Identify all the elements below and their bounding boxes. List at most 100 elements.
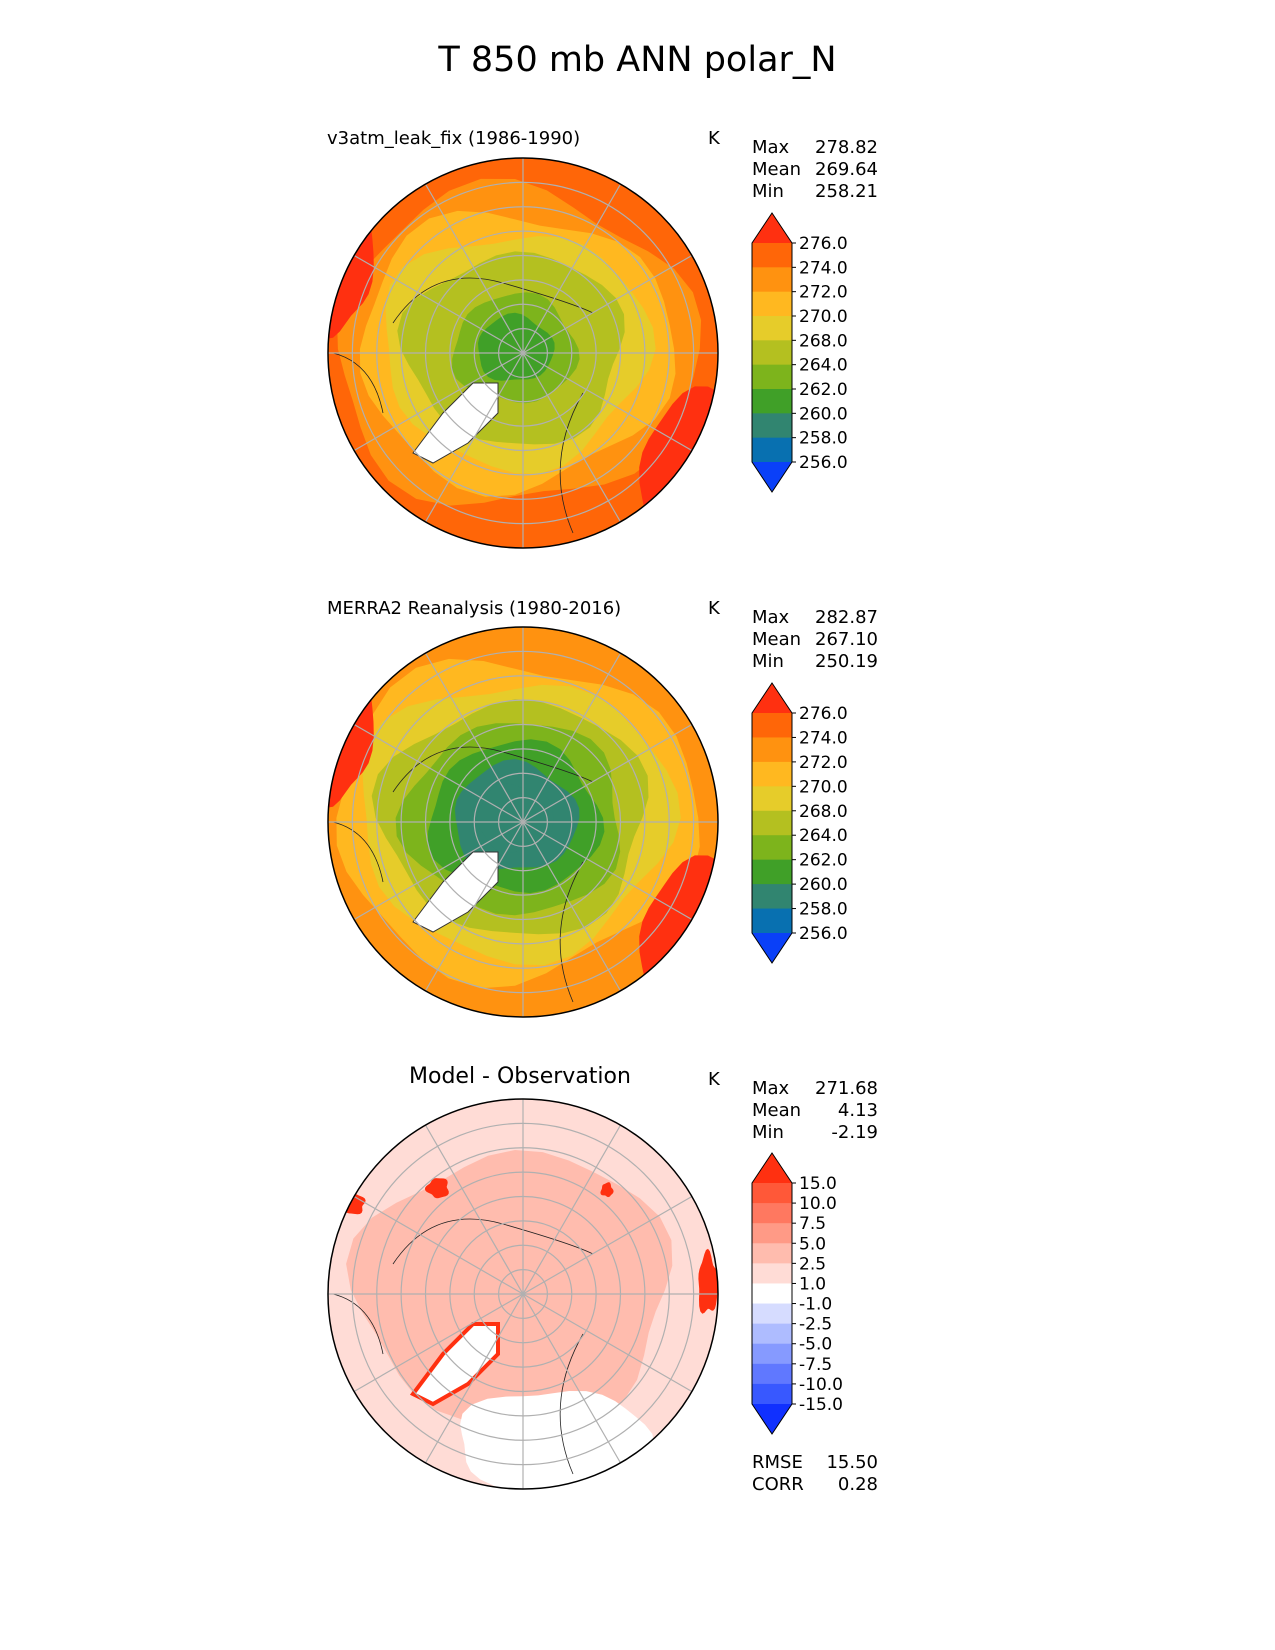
- colorbar-segment: [752, 1363, 792, 1385]
- colorbar-tick-label: 274.0: [799, 728, 848, 748]
- colorbar-tick-label: 2.5: [799, 1254, 826, 1274]
- colorbar-segment: [752, 835, 792, 861]
- metric-label: CORR: [752, 1474, 804, 1495]
- stat-value: 269.64: [815, 159, 878, 180]
- colorbar-tick-label: 262.0: [799, 380, 848, 400]
- colorbar-tick-label: 264.0: [799, 356, 848, 376]
- map-boundary: [327, 1098, 719, 1490]
- meridian-line: [424, 1124, 622, 1464]
- colorbar-2: 276.0 274.0 272.0 270.0 268.0 264.0 262.0 260.0…: [751, 682, 848, 964]
- colorbar-segment: [752, 1223, 792, 1244]
- colorbar-tick-label: -5.0: [799, 1335, 832, 1355]
- colorbar-tick-label: 276.0: [799, 234, 848, 254]
- map-panel-3: 15.010.07.55.02.51.0-1.0-2.5-5.0-7.5-10.…: [327, 1098, 843, 1490]
- coastline: [559, 1333, 584, 1475]
- stat-label: Mean: [752, 159, 802, 180]
- map-panel-2: 276.0 274.0 272.0 270.0 268.0 264.0 262.0 260.0…: [327, 626, 848, 1018]
- colorbar-tick-label: 1.0: [799, 1274, 826, 1294]
- colorbar-segment: [752, 316, 792, 341]
- stat-label: Min: [752, 651, 784, 672]
- stat-value: 278.82: [815, 137, 878, 158]
- coastline: [332, 821, 384, 883]
- colorbar-min-extend: [752, 1404, 792, 1434]
- colorbar-3: 15.010.07.55.02.51.0-1.0-2.5-5.0-7.5-10.…: [751, 1152, 843, 1435]
- colorbar-tick-label: 274.0: [799, 258, 848, 278]
- colorbar-tick-label: -15.0: [799, 1395, 843, 1415]
- stat-label: Max: [752, 607, 790, 628]
- field-band: [339, 1193, 366, 1215]
- colorbar-tick-label: 270.0: [799, 777, 848, 797]
- metric-label: RMSE: [752, 1452, 803, 1473]
- colorbar-segment: [752, 810, 792, 836]
- map-boundary: [327, 157, 719, 549]
- metric-value: 0.28: [837, 1474, 878, 1495]
- field-band: [477, 783, 554, 854]
- colorbar-tick-label: 270.0: [799, 307, 848, 327]
- colorbar-segment: [752, 1383, 792, 1405]
- colorbar-segment: [752, 786, 792, 812]
- colorbar-max-extend: [752, 213, 792, 243]
- panel-3-metrics: RMSE 15.50 CORR 0.28: [752, 1452, 878, 1496]
- coastline: [559, 861, 584, 1003]
- colorbar-segment: [752, 908, 792, 934]
- metric-value: 15.50: [826, 1452, 878, 1473]
- stat-value: 250.19: [815, 651, 878, 672]
- stat-value: 282.87: [815, 607, 878, 628]
- colorbar-segment: [752, 1343, 792, 1365]
- colorbar-tick-label: 258.0: [799, 900, 848, 920]
- figure-title: T 850 mb ANN polar_N: [438, 40, 837, 80]
- panel-2-title: MERRA2 Reanalysis (1980-2016): [327, 598, 622, 619]
- field-band: [425, 1178, 449, 1199]
- colorbar-segment: [752, 884, 792, 910]
- colorbar-max-extend: [752, 1153, 792, 1183]
- colorbar-tick-label: 256.0: [799, 453, 848, 473]
- colorbar-1: 276.0 274.0 272.0 270.0 268.0 264.0 262.0 260.0…: [751, 212, 848, 493]
- coastline: [332, 1293, 384, 1355]
- stat-value: 258.21: [815, 181, 878, 202]
- coastline: [332, 352, 384, 414]
- panel-3-units: K: [708, 1069, 720, 1090]
- panel-1-stats: Max 278.82 Mean 269.64 Min 258.21: [752, 137, 878, 203]
- colorbar-segment: [752, 364, 792, 390]
- stat-value: 271.68: [815, 1078, 878, 1099]
- colorbar-tick-label: 260.0: [799, 875, 848, 895]
- colorbar-segment: [752, 1243, 792, 1264]
- colorbar-tick-label: 5.0: [799, 1234, 826, 1254]
- map-panel-1: 276.0 274.0 272.0 270.0 268.0 264.0 262.0 260.0…: [327, 157, 848, 549]
- meridian-line: [424, 652, 622, 992]
- colorbar-segment: [752, 437, 792, 463]
- colorbar-segment: [752, 761, 792, 787]
- panel-2-units: K: [708, 598, 720, 619]
- colorbar-tick-label: 272.0: [799, 283, 848, 303]
- stat-value: -2.19: [831, 1122, 878, 1143]
- colorbar-segment: [752, 413, 792, 439]
- stat-value: 4.13: [837, 1100, 878, 1121]
- colorbar-tick-label: 7.5: [799, 1214, 826, 1234]
- colorbar-segment: [752, 1183, 792, 1204]
- colorbar-tick-label: -2.5: [799, 1315, 832, 1335]
- panel-1-units: K: [708, 128, 720, 149]
- stat-label: Mean: [752, 1100, 802, 1121]
- colorbar-segment: [752, 267, 792, 293]
- map-field: [328, 158, 718, 548]
- colorbar-min-extend: [752, 462, 792, 492]
- panel-3-stats: Max 271.68 Mean 4.13 Min -2.19: [752, 1078, 878, 1144]
- colorbar-segment: [752, 389, 792, 414]
- stat-value: 267.10: [815, 629, 878, 650]
- colorbar-segment: [752, 1283, 792, 1305]
- colorbar-segment: [752, 1303, 792, 1325]
- stat-label: Max: [752, 1078, 790, 1099]
- colorbar-segment: [752, 1323, 792, 1345]
- map-field: [328, 627, 718, 1017]
- colorbar-max-extend: [752, 683, 792, 713]
- colorbar-segment: [752, 340, 792, 366]
- colorbar-tick-label: -10.0: [799, 1375, 843, 1395]
- field-band: [600, 1182, 614, 1198]
- coastline: [559, 392, 584, 534]
- colorbar-tick-label: -1.0: [799, 1295, 832, 1315]
- colorbar-segment: [752, 1203, 792, 1224]
- colorbar-tick-label: 10.0: [799, 1194, 837, 1214]
- colorbar-segment: [752, 243, 792, 268]
- stat-label: Min: [752, 1122, 784, 1143]
